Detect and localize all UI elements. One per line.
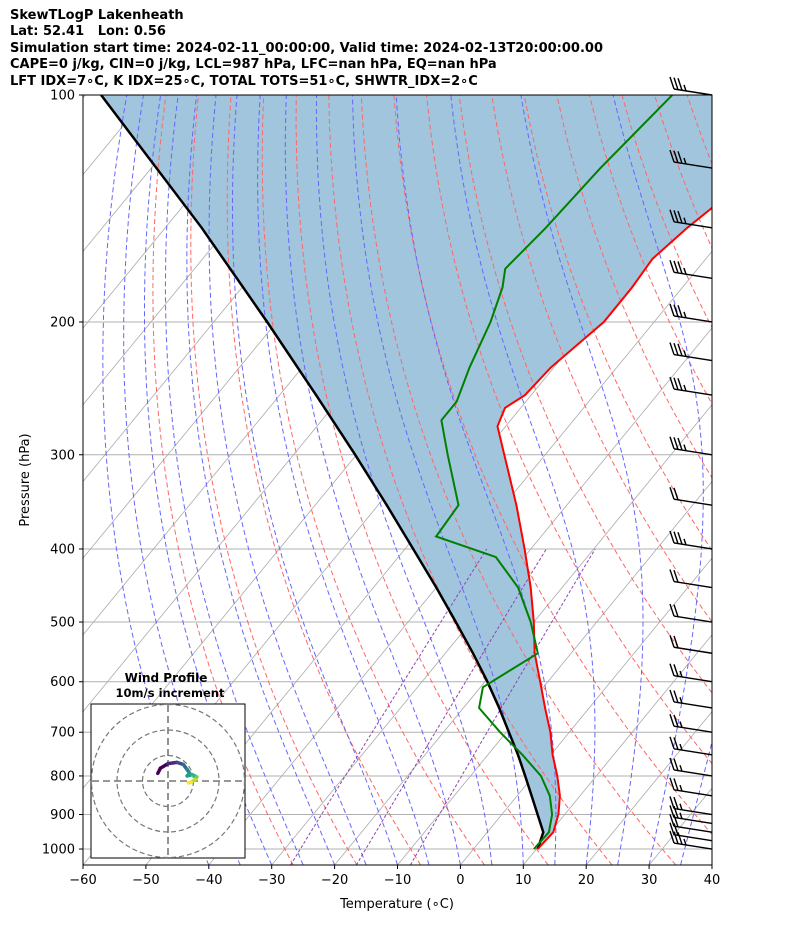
wind-barb <box>669 822 713 842</box>
hodograph-segment <box>186 780 193 785</box>
isotherm-line <box>83 95 212 252</box>
moist-adiabat <box>520 95 644 865</box>
wind-barb <box>669 76 713 96</box>
wind-barb <box>669 796 713 816</box>
y-tick-label: 900 <box>50 808 75 823</box>
isotherm-line <box>334 404 712 865</box>
wind-barb <box>669 736 713 756</box>
moist-adiabat <box>164 95 304 865</box>
moist-adiabat <box>232 95 398 865</box>
wind-barb <box>669 757 713 777</box>
dry-adiabat <box>426 95 712 765</box>
dry-adiabat <box>752 95 794 865</box>
y-tick-label: 800 <box>50 769 75 784</box>
wind-barb <box>669 376 713 396</box>
dewpoint-line <box>434 95 674 850</box>
moist-adiabat <box>284 95 461 865</box>
y-tick-label: 600 <box>50 675 75 690</box>
x-axis-label: Temperature (∘C) <box>339 897 454 912</box>
moist-adiabat <box>208 95 367 865</box>
x-tick-label: 30 <box>641 873 658 888</box>
isotherm-line <box>585 710 712 865</box>
y-tick-label: 400 <box>50 542 75 557</box>
dry-adiabat <box>720 95 794 865</box>
x-tick-label: 0 <box>456 873 464 888</box>
x-tick-label: −30 <box>258 873 285 888</box>
wind-barb <box>669 260 713 279</box>
simulation-times: Simulation start time: 2024-02-11_00:00:… <box>10 40 603 56</box>
y-tick-label: 100 <box>50 89 75 104</box>
isotherm-line <box>83 95 275 329</box>
dry-adiabat <box>328 95 613 865</box>
wind-barb <box>669 689 713 709</box>
dry-adiabat <box>360 95 677 865</box>
hodograph-subtitle: 10m/s increment <box>116 686 225 700</box>
wind-barb <box>669 436 713 456</box>
x-tick-label: −50 <box>132 873 159 888</box>
x-tick-label: −10 <box>384 873 411 888</box>
dry-adiabat <box>190 95 358 865</box>
y-tick-label: 200 <box>50 315 75 330</box>
moist-adiabat <box>315 95 493 865</box>
isotherm-line <box>522 634 712 865</box>
isotherm-line <box>711 864 712 865</box>
wind-barb <box>669 663 713 683</box>
isotherm-line <box>397 480 712 865</box>
wind-barb <box>669 830 713 850</box>
wind-barb <box>669 303 713 323</box>
hodograph-ring <box>90 703 246 859</box>
dry-adiabat <box>785 95 794 865</box>
mixing-ratio-line <box>355 548 547 865</box>
dry-adiabat <box>295 95 549 865</box>
stability-indices-1: CAPE=0 j/kg, CIN=0 j/kg, LCL=987 hPa, LF… <box>10 57 497 73</box>
isotherm-line <box>83 95 86 99</box>
cape-shading <box>101 95 712 849</box>
wind-barb <box>669 603 713 623</box>
wind-barb <box>669 777 713 797</box>
moist-adiabat <box>395 95 557 865</box>
parcel-profile-line <box>100 95 545 850</box>
moist-adiabat <box>612 95 704 865</box>
x-tick-label: −20 <box>321 873 348 888</box>
x-tick-label: 10 <box>515 873 532 888</box>
x-tick-label: 20 <box>578 873 595 888</box>
isotherm-line <box>271 327 712 865</box>
wind-barb <box>669 487 713 506</box>
y-tick-label: 700 <box>50 726 75 741</box>
dry-adiabat <box>261 95 485 865</box>
y-tick-label: 1000 <box>42 843 75 858</box>
wind-barb <box>669 342 713 362</box>
moist-adiabat <box>186 95 336 865</box>
moist-adiabat <box>257 95 430 865</box>
moist-adiabat <box>144 95 273 865</box>
moist-adiabat <box>711 863 712 865</box>
temperature-line <box>496 206 712 850</box>
isotherm-line <box>460 557 712 865</box>
wind-barb <box>669 635 713 654</box>
x-tick-label: 40 <box>704 873 721 888</box>
wind-barb <box>669 209 713 229</box>
y-tick-label: 300 <box>50 448 75 463</box>
x-tick-label: −40 <box>195 873 222 888</box>
chart-title: SkewTLogP Lakenheath <box>10 8 184 23</box>
mixing-ratio-line <box>409 548 596 865</box>
wind-barb <box>669 569 713 589</box>
dry-adiabat <box>152 95 294 865</box>
wind-barb <box>669 530 713 550</box>
station-coordinates: Lat: 52.41 Lon: 0.56 <box>10 24 166 40</box>
wind-barb <box>669 814 713 833</box>
wind-barb <box>669 149 713 169</box>
x-tick-label: −60 <box>69 873 96 888</box>
wind-barb <box>669 714 713 733</box>
mixing-ratio-line <box>290 548 488 865</box>
moist-adiabat <box>351 95 524 865</box>
dry-adiabat <box>491 95 712 623</box>
y-tick-label: 500 <box>50 616 75 631</box>
stability-indices-2: LFT IDX=7∘C, K IDX=25∘C, TOTAL TOTS=51∘C… <box>10 73 478 89</box>
dry-adiabat <box>393 95 712 836</box>
hodograph-title: Wind Profile <box>125 671 208 685</box>
y-axis-label: Pressure (hPa) <box>18 433 33 526</box>
chart-header: SkewTLogP Lakenheath Lat: 52.41 Lon: 0.5… <box>10 8 603 90</box>
